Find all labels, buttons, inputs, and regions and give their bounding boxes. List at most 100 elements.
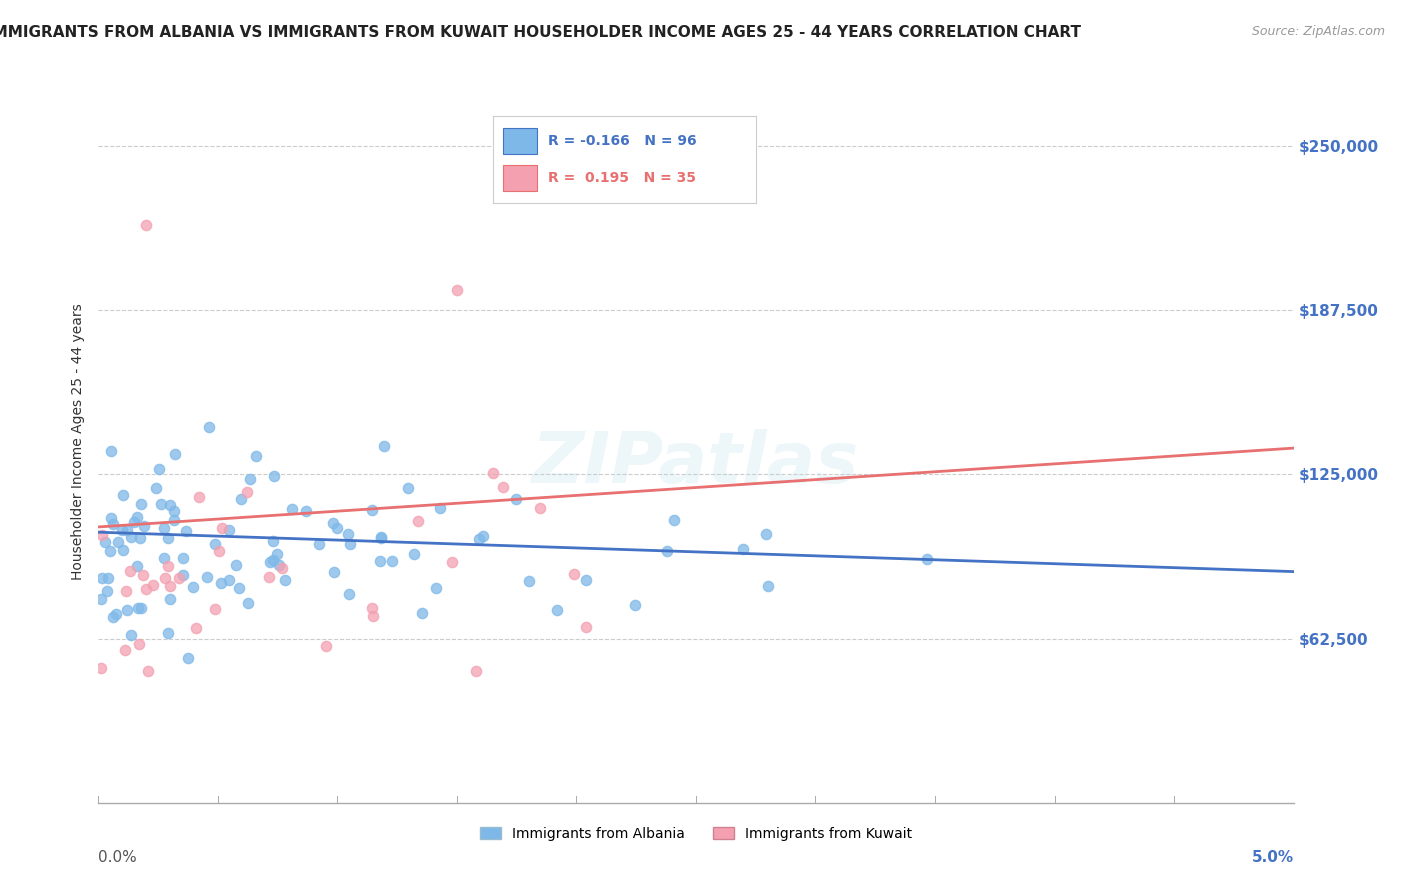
- Text: 5.0%: 5.0%: [1251, 850, 1294, 864]
- Point: [114, 643, 136, 657]
- Point: [138, 665, 160, 679]
- Point: [322, 516, 344, 530]
- Point: [337, 527, 360, 541]
- Point: [187, 491, 209, 505]
- Point: [446, 284, 468, 298]
- Point: [98, 544, 121, 558]
- Point: [91, 528, 114, 542]
- Point: [145, 481, 167, 495]
- Point: [120, 530, 142, 544]
- Point: [159, 498, 181, 512]
- Point: [326, 521, 349, 535]
- Point: [159, 591, 181, 606]
- Point: [361, 503, 384, 517]
- Point: [157, 559, 180, 574]
- Point: [373, 439, 395, 453]
- Point: [396, 482, 419, 496]
- Point: [131, 568, 153, 582]
- Point: [127, 600, 149, 615]
- Point: [562, 567, 585, 582]
- Point: [368, 554, 391, 568]
- Point: [96, 571, 118, 585]
- Point: [322, 566, 344, 580]
- Point: [266, 547, 288, 561]
- Point: [156, 531, 179, 545]
- Point: [262, 553, 284, 567]
- Point: [105, 607, 128, 621]
- Point: [263, 469, 285, 483]
- Point: [96, 583, 118, 598]
- Point: [257, 569, 280, 583]
- Point: [195, 570, 218, 584]
- Point: [103, 609, 125, 624]
- Point: [731, 542, 754, 557]
- Point: [177, 651, 200, 665]
- Text: IMMIGRANTS FROM ALBANIA VS IMMIGRANTS FROM KUWAIT HOUSEHOLDER INCOME AGES 25 - 4: IMMIGRANTS FROM ALBANIA VS IMMIGRANTS FR…: [0, 25, 1081, 40]
- Point: [492, 480, 515, 494]
- Point: [135, 218, 157, 232]
- Point: [440, 555, 463, 569]
- Point: [111, 488, 134, 502]
- Point: [295, 504, 318, 518]
- Point: [90, 661, 112, 675]
- Point: [360, 600, 382, 615]
- Legend: Immigrants from Albania, Immigrants from Kuwait: Immigrants from Albania, Immigrants from…: [475, 822, 917, 847]
- Point: [208, 544, 231, 558]
- Text: 0.0%: 0.0%: [98, 850, 138, 864]
- Point: [236, 484, 259, 499]
- Point: [655, 543, 678, 558]
- Point: [269, 558, 291, 572]
- Point: [363, 608, 385, 623]
- Point: [184, 621, 207, 635]
- Point: [129, 531, 152, 545]
- Point: [198, 420, 221, 434]
- Point: [404, 547, 426, 561]
- Point: [225, 558, 247, 572]
- Y-axis label: Householder Income Ages 25 - 44 years: Householder Income Ages 25 - 44 years: [70, 303, 84, 580]
- Point: [167, 571, 190, 585]
- Point: [245, 449, 267, 463]
- Point: [211, 521, 233, 535]
- Point: [482, 466, 505, 480]
- Point: [546, 603, 568, 617]
- Point: [505, 491, 527, 506]
- Point: [229, 491, 252, 506]
- Point: [118, 564, 141, 578]
- Point: [575, 573, 598, 587]
- Point: [142, 578, 165, 592]
- Point: [204, 536, 226, 550]
- Point: [91, 571, 114, 585]
- Point: [156, 626, 179, 640]
- Point: [132, 519, 155, 533]
- Point: [129, 498, 152, 512]
- Point: [623, 598, 645, 612]
- Point: [120, 628, 142, 642]
- Point: [115, 583, 138, 598]
- Point: [122, 515, 145, 529]
- Point: [411, 606, 433, 620]
- Point: [111, 523, 134, 537]
- Point: [756, 579, 779, 593]
- Point: [259, 555, 281, 569]
- Point: [101, 517, 124, 532]
- Point: [262, 534, 284, 549]
- Point: [163, 513, 186, 527]
- Point: [125, 559, 148, 574]
- Point: [204, 602, 226, 616]
- Point: [128, 637, 150, 651]
- Point: [218, 523, 240, 537]
- Point: [370, 530, 392, 544]
- Point: [115, 603, 138, 617]
- Point: [271, 560, 294, 574]
- Point: [174, 524, 197, 538]
- Point: [517, 574, 540, 588]
- Point: [100, 444, 122, 458]
- Point: [165, 447, 187, 461]
- Point: [172, 551, 194, 566]
- Point: [467, 532, 489, 546]
- Point: [662, 513, 685, 527]
- Point: [112, 543, 135, 558]
- Point: [406, 514, 429, 528]
- Point: [100, 511, 122, 525]
- Point: [239, 472, 262, 486]
